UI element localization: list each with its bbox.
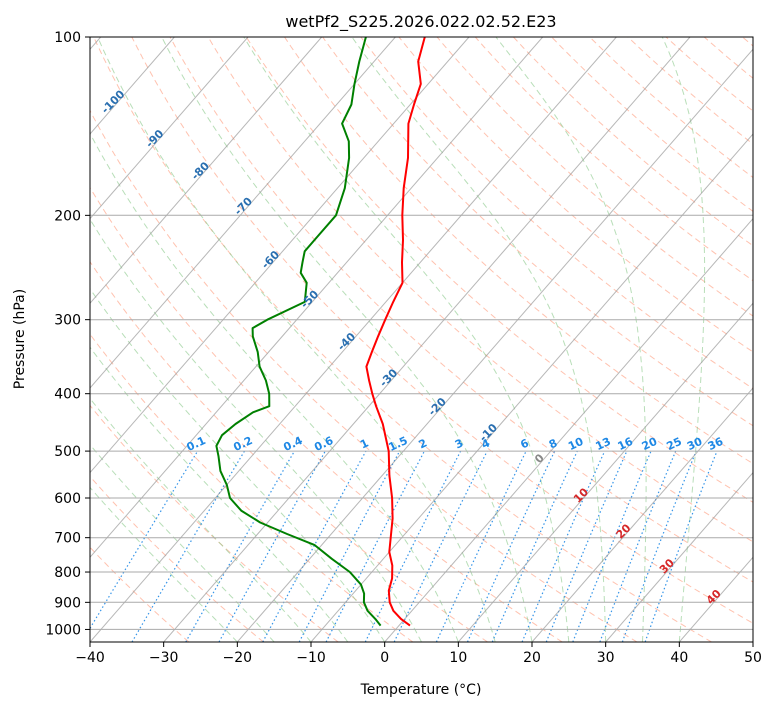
grid-lines bbox=[90, 37, 753, 642]
moist-adiabat-line bbox=[161, 37, 533, 642]
mixing-ratio-label: 30 bbox=[685, 435, 705, 453]
dewpoint-line bbox=[215, 37, 382, 627]
mixing-ratio-line bbox=[545, 450, 628, 642]
x-axis-label: Temperature (°C) bbox=[360, 682, 482, 698]
x-tick-label: −40 bbox=[75, 650, 105, 666]
mixing-ratio-line bbox=[262, 450, 367, 642]
isotherm-line bbox=[163, 37, 691, 642]
dry-adiabat-line bbox=[131, 37, 753, 624]
x-tick-label: 10 bbox=[449, 650, 467, 666]
moist-adiabat-line bbox=[90, 287, 386, 642]
y-axis: 1000 900 800 700 600 500 400 300 200 100 bbox=[45, 30, 90, 638]
mixing-ratio-label: 20 bbox=[640, 435, 660, 453]
y-tick-label: 300 bbox=[54, 313, 81, 329]
isotherm-line bbox=[90, 37, 323, 305]
moist-adiabat-line bbox=[495, 37, 647, 642]
mixing-ratio-line bbox=[185, 450, 296, 642]
y-tick-label: 400 bbox=[54, 387, 81, 403]
moist-adiabat-line bbox=[90, 132, 459, 642]
x-axis: −40 −30 −20 −10 0 10 20 30 40 50 bbox=[75, 642, 762, 666]
y-tick-label: 900 bbox=[54, 595, 81, 611]
mixing-ratio-label: 25 bbox=[665, 435, 684, 453]
y-tick-label: 200 bbox=[54, 208, 81, 224]
dry-adiabat-line bbox=[245, 37, 753, 503]
mixing-ratio-label: 10 bbox=[566, 435, 586, 453]
isotherm-line bbox=[457, 302, 753, 642]
x-tick-label: 30 bbox=[597, 650, 615, 666]
isotherm-line bbox=[236, 48, 753, 642]
mixing-ratio-label: 36 bbox=[706, 435, 726, 453]
x-tick-label: 50 bbox=[744, 650, 762, 666]
isotherm-line bbox=[90, 37, 396, 389]
mixing-ratio-line bbox=[521, 450, 606, 642]
mixing-ratio-line bbox=[435, 450, 527, 642]
moist-adiabat-line bbox=[90, 218, 422, 642]
dry-adiabat-line bbox=[513, 37, 753, 247]
y-tick-label: 600 bbox=[54, 491, 81, 507]
moist-adiabat-line bbox=[243, 37, 570, 642]
isotherm-line bbox=[90, 37, 249, 220]
mixing-ratio-line bbox=[393, 450, 488, 642]
dry-adiabat-line bbox=[474, 37, 753, 282]
isotherm-line bbox=[90, 37, 470, 474]
isotherm-line bbox=[310, 133, 753, 642]
background-lines bbox=[90, 37, 753, 642]
moist-adiabat-line bbox=[90, 346, 349, 642]
x-tick-label: −30 bbox=[149, 650, 179, 666]
y-tick-label: 700 bbox=[54, 531, 81, 547]
dry-adiabat-line bbox=[90, 109, 638, 642]
dry-adiabat-line bbox=[90, 475, 264, 642]
mixing-ratio-label: 16 bbox=[616, 435, 636, 453]
isotherm-line bbox=[531, 387, 753, 642]
mixing-ratio-line bbox=[218, 450, 326, 642]
moist-adiabat-line bbox=[661, 37, 706, 642]
x-tick-label: −20 bbox=[223, 650, 253, 666]
temperature-line bbox=[365, 37, 426, 627]
dry-adiabat-line bbox=[93, 37, 712, 642]
y-tick-label: 500 bbox=[54, 444, 81, 460]
isotherm-line bbox=[90, 37, 544, 559]
mixing-ratio-label: 13 bbox=[594, 435, 613, 453]
mixing-ratio-line bbox=[466, 450, 556, 642]
y-tick-label: 800 bbox=[54, 565, 81, 581]
x-tick-label: 20 bbox=[523, 650, 541, 666]
mixing-ratio-line bbox=[90, 450, 199, 630]
y-tick-label: 100 bbox=[54, 30, 81, 46]
profile-lines bbox=[215, 37, 426, 627]
isotherm-line bbox=[384, 217, 753, 642]
dry-adiabat-line bbox=[169, 37, 753, 583]
moist-adiabat-line bbox=[351, 37, 607, 642]
y-tick-label: 1000 bbox=[45, 622, 81, 638]
dry-adiabat-line bbox=[322, 37, 753, 427]
dry-adiabat-line bbox=[360, 37, 753, 390]
plot-frame bbox=[89, 36, 754, 643]
x-tick-label: 40 bbox=[670, 650, 688, 666]
chart-title: wetPf2_S225.2026.022.02.52.E23 bbox=[285, 12, 556, 32]
dry-adiabat-line bbox=[90, 333, 414, 642]
dry-adiabat-line bbox=[398, 37, 753, 353]
x-tick-label: 0 bbox=[380, 650, 389, 666]
mixing-ratio-line bbox=[491, 450, 578, 642]
isotherm-line bbox=[605, 471, 753, 642]
isotherm-line bbox=[90, 37, 617, 642]
moist-adiabat-line bbox=[90, 443, 275, 642]
x-tick-label: −10 bbox=[296, 650, 326, 666]
y-axis-label: Pressure (hPa) bbox=[12, 289, 28, 389]
moist-adiabat-line bbox=[97, 37, 496, 642]
dry-adiabat-line bbox=[90, 186, 563, 642]
